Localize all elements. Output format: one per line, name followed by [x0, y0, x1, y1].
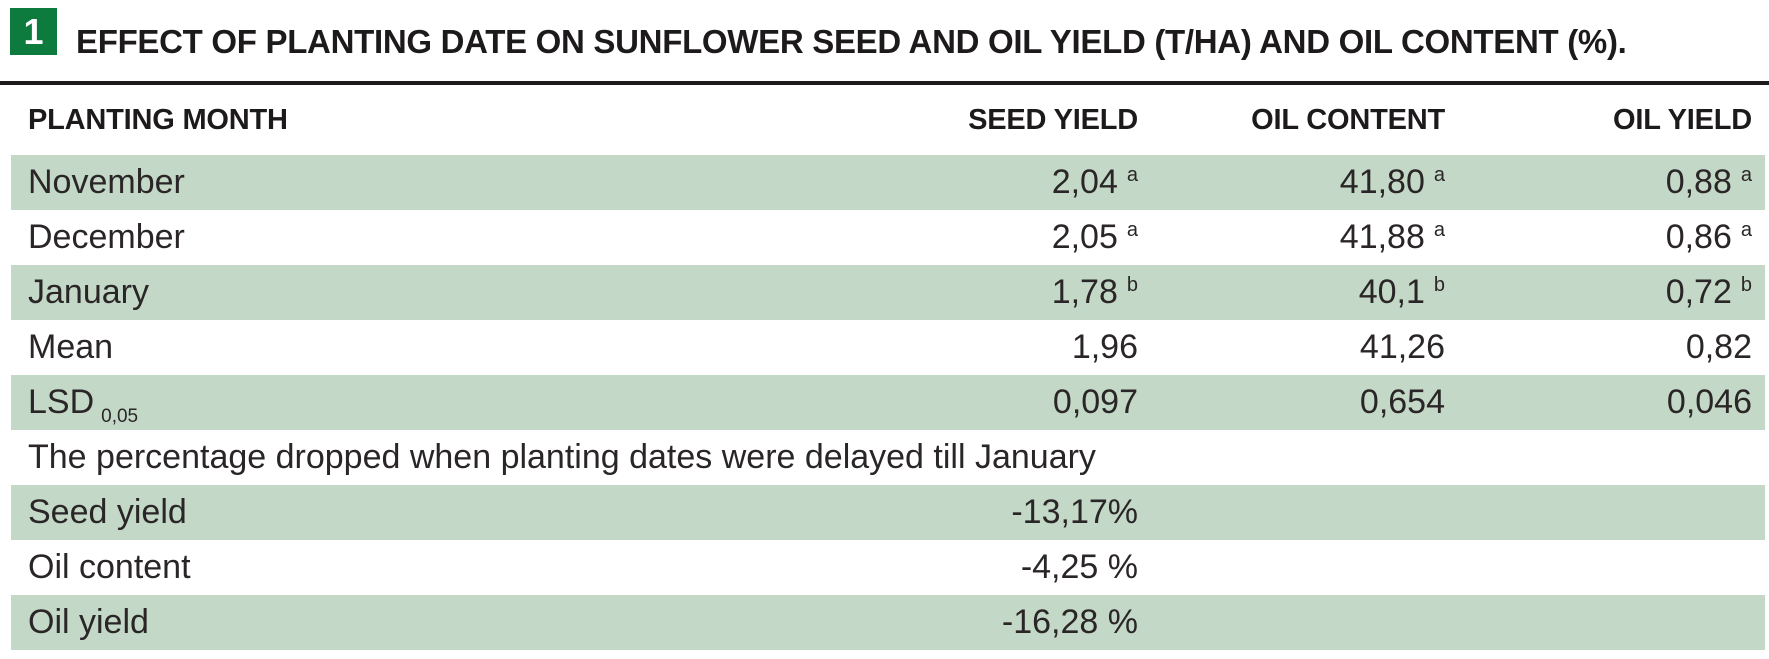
figure-number: 1	[23, 10, 44, 52]
table-row-november: November 2,04 a 41,80 a 0,88 a	[11, 155, 1765, 210]
seed-yield-value: 1,78 b	[1051, 273, 1138, 311]
drop-row-oil-content: Oil content -4,25 %	[11, 540, 1765, 595]
seed-yield-value: 2,04 a	[1051, 163, 1138, 201]
row-label: January	[28, 273, 149, 311]
significance-letter: b	[1740, 274, 1752, 296]
table-row-december: December 2,05 a 41,88 a 0,86 a	[11, 210, 1765, 265]
figure-title: EFFECT OF PLANTING DATE ON SUNFLOWER SEE…	[76, 23, 1627, 60]
oil-yield-value: 0,046	[1666, 383, 1752, 421]
significance-letter: b	[1433, 274, 1445, 296]
header-oil-content: OIL CONTENT	[1251, 103, 1445, 136]
drop-label: Oil yield	[28, 603, 149, 641]
oil-content-value: 0,654	[1359, 383, 1445, 421]
oil-content-value: 41,26	[1359, 328, 1445, 366]
drop-value: -16,28 %	[1001, 603, 1138, 641]
oil-content-value: 41,80 a	[1339, 163, 1445, 201]
significance-letter: a	[1740, 219, 1752, 241]
drop-value: -4,25 %	[1020, 548, 1138, 586]
significance-letter: a	[1126, 219, 1138, 241]
drop-label: Seed yield	[28, 493, 187, 531]
table-header-row: PLANTING MONTH SEED YIELD OIL CONTENT OI…	[11, 85, 1765, 155]
seed-yield-value: 0,097	[1052, 383, 1138, 421]
drop-row-seed-yield: Seed yield -13,17%	[11, 485, 1765, 540]
note-text: The percentage dropped when planting dat…	[28, 438, 1096, 476]
significance-letter: a	[1433, 219, 1445, 241]
significance-letter: b	[1126, 274, 1138, 296]
table-note-row: The percentage dropped when planting dat…	[11, 430, 1765, 485]
header-planting-month: PLANTING MONTH	[28, 103, 288, 136]
oil-content-value: 40,1 b	[1358, 273, 1445, 311]
oil-yield-value: 0,82	[1685, 328, 1752, 366]
header-seed-yield: SEED YIELD	[968, 103, 1138, 136]
data-table: PLANTING MONTH SEED YIELD OIL CONTENT OI…	[11, 85, 1765, 650]
row-label: November	[28, 163, 185, 201]
drop-row-oil-yield: Oil yield -16,28 %	[11, 595, 1765, 650]
header-oil-yield: OIL YIELD	[1613, 103, 1752, 136]
oil-content-value: 41,88 a	[1339, 218, 1445, 256]
table-row-january: January 1,78 b 40,1 b 0,72 b	[11, 265, 1765, 320]
figure-number-badge: 1	[10, 8, 57, 55]
seed-yield-value: 1,96	[1071, 328, 1138, 366]
seed-yield-value: 2,05 a	[1051, 218, 1138, 256]
oil-yield-value: 0,72 b	[1665, 273, 1752, 311]
drop-value: -13,17%	[1011, 493, 1138, 531]
lsd-alpha-subscript: 0,05	[101, 406, 139, 427]
significance-letter: a	[1126, 164, 1138, 186]
row-label: LSD 0,05	[28, 383, 139, 427]
table-row-mean: Mean 1,96 41,26 0,82	[11, 320, 1765, 375]
table-row-lsd: LSD 0,05 0,097 0,654 0,046	[11, 375, 1765, 430]
significance-letter: a	[1433, 164, 1445, 186]
oil-yield-value: 0,88 a	[1665, 163, 1752, 201]
drop-label: Oil content	[28, 548, 191, 586]
significance-letter: a	[1740, 164, 1752, 186]
row-label: Mean	[28, 328, 114, 366]
row-label: December	[28, 218, 185, 256]
oil-yield-value: 0,86 a	[1665, 218, 1752, 256]
title-divider-rule	[0, 81, 1769, 85]
